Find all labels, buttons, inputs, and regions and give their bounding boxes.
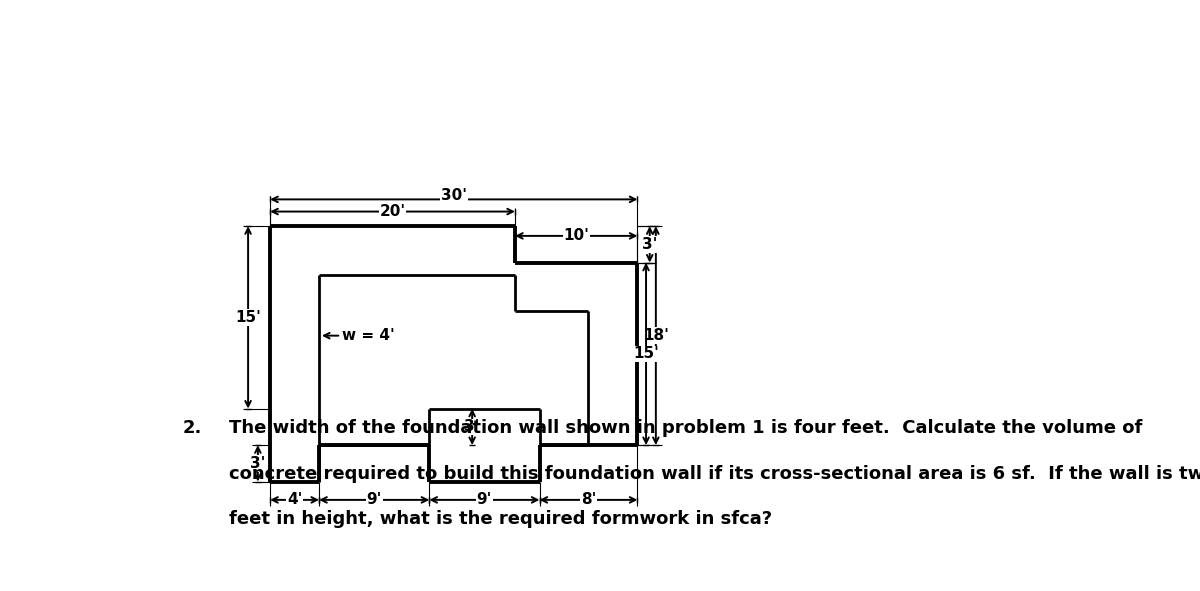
Text: feet in height, what is the required formwork in sfca?: feet in height, what is the required for… [229,510,772,528]
Text: 2.: 2. [182,419,202,437]
Text: 30': 30' [440,189,467,203]
Text: concrete required to build this foundation wall if its cross-sectional area is 6: concrete required to build this foundati… [229,465,1200,483]
Text: 15': 15' [235,310,262,325]
Text: 10': 10' [563,228,589,243]
Text: 20': 20' [379,204,406,219]
Text: 4': 4' [287,492,302,508]
Text: 8': 8' [581,492,596,508]
Text: 3': 3' [464,420,480,434]
Text: 9': 9' [366,492,382,508]
Text: 3': 3' [642,237,658,252]
Text: 15': 15' [634,346,659,361]
Text: 3': 3' [250,456,265,471]
Text: w = 4': w = 4' [342,328,395,343]
Text: 18': 18' [643,328,668,343]
Text: The width of the foundation wall shown in problem 1 is four feet.  Calculate the: The width of the foundation wall shown i… [229,419,1142,437]
Text: 9': 9' [476,492,492,508]
